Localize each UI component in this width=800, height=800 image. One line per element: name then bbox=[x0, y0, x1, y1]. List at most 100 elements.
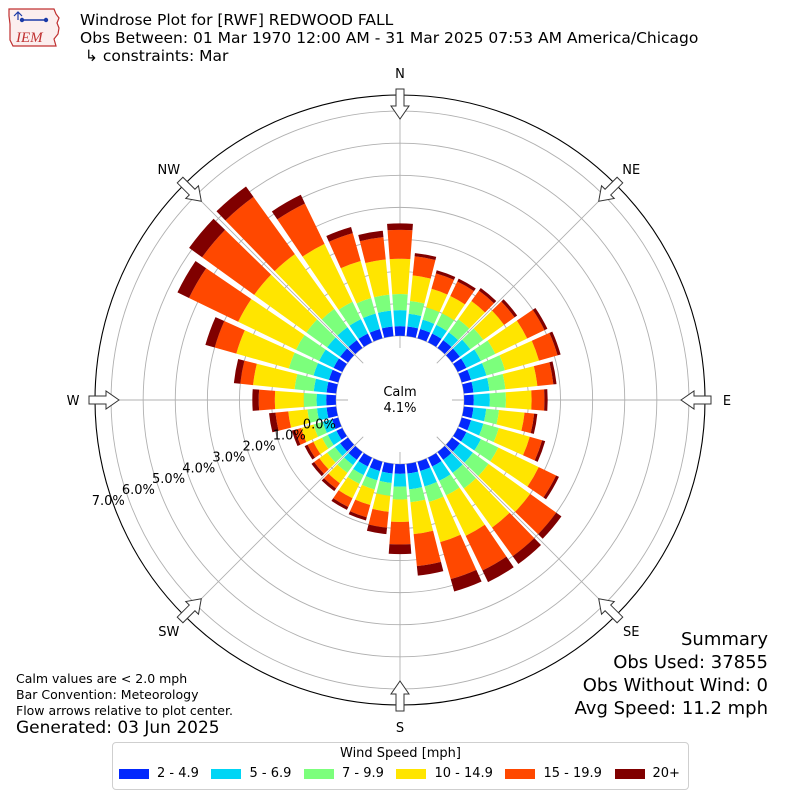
calm-label: Calm bbox=[383, 385, 416, 400]
wind-bar-segment bbox=[505, 390, 532, 410]
direction-arrow-icon bbox=[680, 390, 712, 410]
wind-bar-segment bbox=[452, 339, 471, 357]
wind-bar-segment bbox=[427, 333, 442, 347]
legend-label: 20+ bbox=[652, 766, 680, 781]
wind-bar-segment bbox=[407, 313, 422, 329]
wind-bar-segment bbox=[338, 477, 360, 499]
legend-swatch bbox=[119, 768, 149, 779]
direction-arrow-icon bbox=[598, 176, 624, 202]
wind-bar-segment bbox=[314, 458, 329, 474]
wind-bar-segment bbox=[349, 319, 368, 339]
wind-bar-segment bbox=[479, 423, 499, 443]
wind-bar-segment bbox=[326, 227, 353, 242]
compass-label-ne: NE bbox=[622, 163, 640, 178]
arrow-shape bbox=[176, 176, 202, 202]
wind-bar-segment bbox=[328, 233, 361, 269]
legend-swatch bbox=[505, 768, 536, 779]
wind-bar-segment bbox=[426, 288, 448, 313]
wind-bar-segment bbox=[493, 427, 530, 456]
wind-bar-segment bbox=[527, 467, 557, 498]
wind-bar-segment bbox=[522, 436, 543, 461]
wind-bar-segment bbox=[467, 420, 484, 436]
wind-bar-segment bbox=[327, 337, 348, 357]
wind-bar-segment bbox=[277, 203, 325, 257]
wind-bar-segment bbox=[549, 361, 557, 385]
wind-bar-segment bbox=[389, 258, 411, 295]
wind-bar-segment bbox=[487, 320, 528, 354]
wind-bar-segment bbox=[358, 333, 373, 347]
wind-bar-segment bbox=[323, 473, 340, 489]
wind-bar-segment bbox=[307, 441, 321, 458]
title-line-3: ↳ constraints: Mar bbox=[80, 47, 229, 65]
wind-bar-segment bbox=[446, 437, 460, 452]
wind-bar-segment bbox=[236, 330, 295, 369]
wind-bar-segment bbox=[304, 444, 316, 460]
wind-bar-segment bbox=[502, 366, 538, 390]
wind-bar-segment bbox=[458, 417, 472, 431]
wind-bar-segment bbox=[489, 392, 506, 408]
radial-tick-label: 1.0% bbox=[273, 428, 306, 443]
wind-bar-segment bbox=[340, 348, 354, 363]
wind-bar-segment bbox=[473, 310, 505, 340]
wind-bar-segment bbox=[392, 486, 408, 500]
wind-bar-segment bbox=[254, 274, 318, 333]
wind-bar-segment bbox=[461, 349, 481, 368]
radial-tick-label: 5.0% bbox=[152, 472, 185, 487]
wind-bar-segment bbox=[313, 437, 329, 455]
legend-label: 2 - 4.9 bbox=[157, 766, 199, 781]
wind-bar-segment bbox=[326, 394, 336, 406]
wind-bar-segment bbox=[431, 273, 454, 295]
legend-item: 7 - 9.9 bbox=[303, 766, 384, 781]
summary-box: Summary Obs Used: 37855 Obs Without Wind… bbox=[575, 628, 768, 720]
legend-swatch bbox=[396, 768, 427, 779]
wind-bar-segment bbox=[316, 393, 327, 407]
wind-bar-segment bbox=[515, 493, 557, 535]
wind-bar-segment bbox=[216, 186, 254, 221]
wind-bar-segment bbox=[394, 464, 406, 474]
compass-label-e: E bbox=[723, 394, 731, 409]
wind-bar-segment bbox=[406, 326, 419, 338]
wind-bar-segment bbox=[464, 394, 474, 406]
wind-bar-segment bbox=[432, 324, 447, 339]
wind-bar-segment bbox=[462, 328, 484, 350]
legend-item: 15 - 19.9 bbox=[505, 766, 602, 781]
wind-bar-segment bbox=[302, 243, 353, 310]
direction-arrow-icon bbox=[176, 176, 202, 202]
title-line-1: Windrose Plot for [RWF] REDWOOD FALL bbox=[80, 11, 394, 29]
wind-bar-segment bbox=[313, 421, 327, 437]
wind-bar-segment bbox=[275, 411, 292, 431]
wind-bar-segment bbox=[340, 260, 372, 304]
direction-arrow-icon bbox=[88, 390, 120, 410]
legend-label: 5 - 6.9 bbox=[249, 766, 292, 781]
wind-bar-segment bbox=[496, 410, 525, 431]
wind-bar-segment bbox=[443, 452, 463, 473]
radial-tick-label: 6.0% bbox=[122, 483, 155, 498]
avg-speed: Avg Speed: 11.2 mph bbox=[574, 698, 768, 719]
wind-bar-segment bbox=[363, 313, 380, 333]
flow-note: Flow arrows relative to plot center. bbox=[16, 703, 233, 718]
wind-bar-segment bbox=[365, 467, 380, 481]
wind-bar-segment bbox=[464, 452, 489, 477]
wind-bar-segment bbox=[448, 319, 470, 341]
wind-bar-segment bbox=[440, 534, 477, 580]
wind-bar-segment bbox=[409, 487, 426, 503]
wind-bar-segment bbox=[269, 412, 279, 433]
wind-bar-segment bbox=[393, 473, 407, 487]
wind-bar-segment bbox=[294, 427, 307, 445]
wind-bar-segment bbox=[368, 508, 389, 528]
arrow-shape bbox=[390, 680, 410, 712]
wind-bar-segment bbox=[313, 363, 333, 380]
wind-bar-segment bbox=[288, 409, 310, 428]
wind-bar-segment bbox=[406, 462, 419, 474]
wind-bar-segment bbox=[436, 313, 455, 331]
wind-bar-segment bbox=[365, 259, 390, 298]
wind-bar-segment bbox=[353, 461, 368, 476]
wind-bar-segment bbox=[389, 521, 411, 545]
wind-bar-segment bbox=[356, 298, 376, 319]
wind-bar-segment bbox=[521, 412, 535, 434]
wind-bar-segment bbox=[417, 328, 431, 342]
compass-axes: N NE E SE S SW W NW bbox=[67, 67, 732, 736]
wind-bar-segment bbox=[377, 310, 393, 329]
wind-bar-segment bbox=[410, 499, 434, 535]
legend-items: 2 - 4.9 5 - 6.9 7 - 9.9 10 - 14.9 15 - 19.9 2… bbox=[113, 761, 688, 781]
